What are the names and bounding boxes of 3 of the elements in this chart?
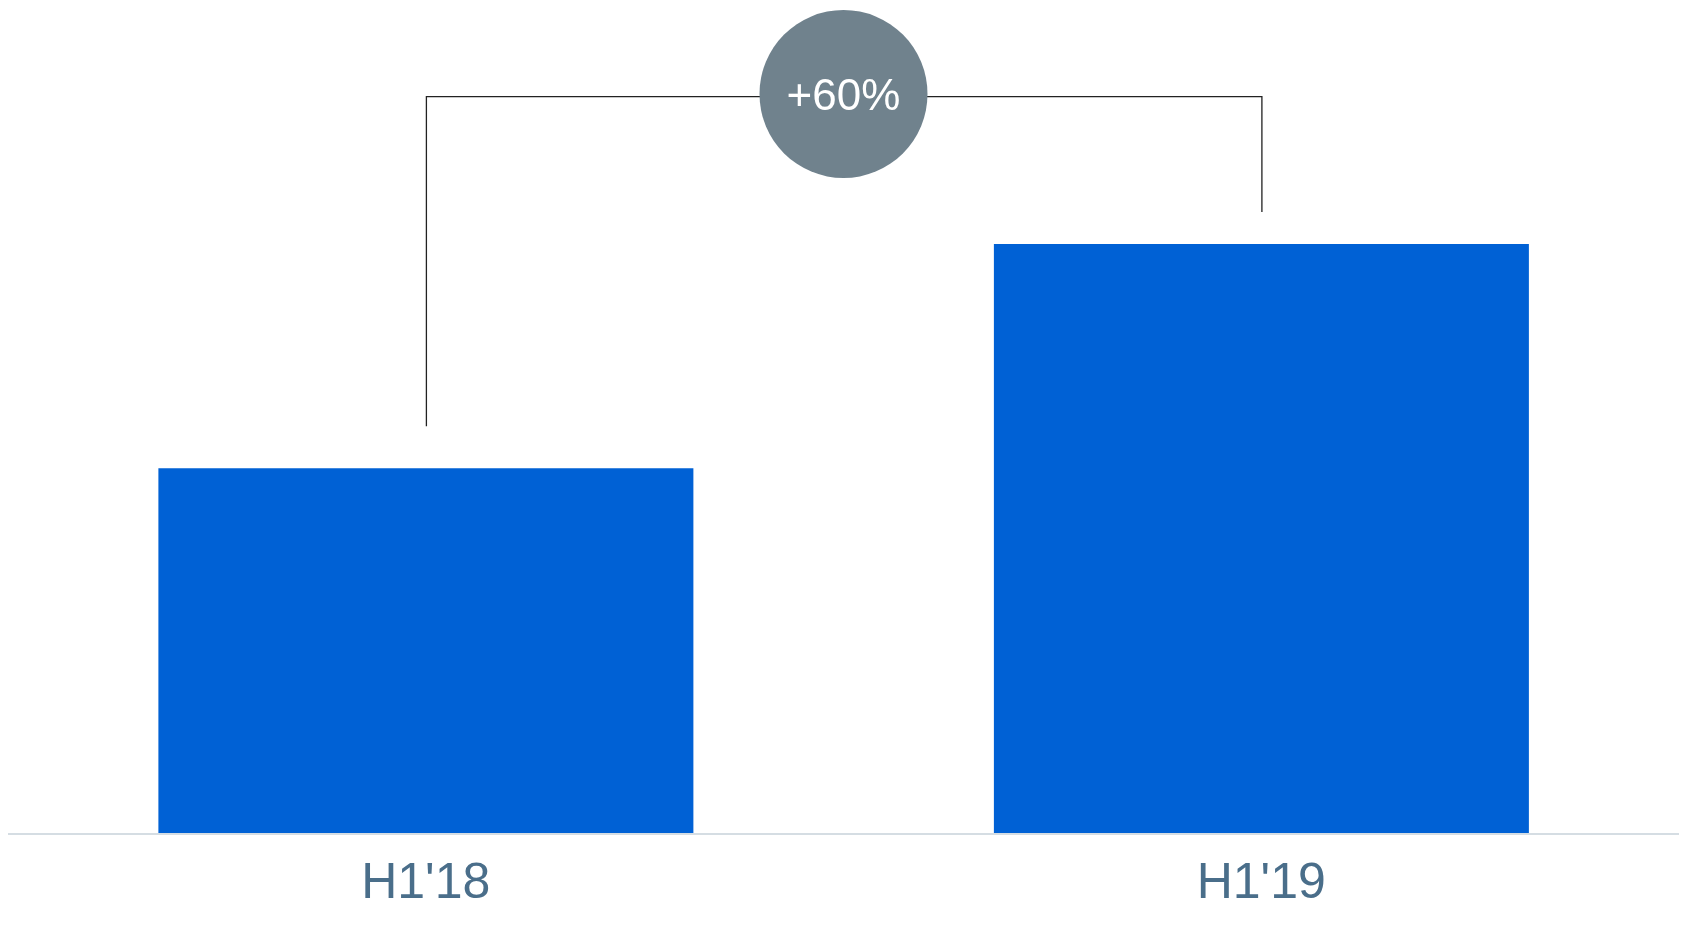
text: +60% [786, 69, 901, 119]
x-tick-label: H1'19 [1196, 852, 1326, 909]
x-tick-label: H1'18 [361, 852, 491, 909]
